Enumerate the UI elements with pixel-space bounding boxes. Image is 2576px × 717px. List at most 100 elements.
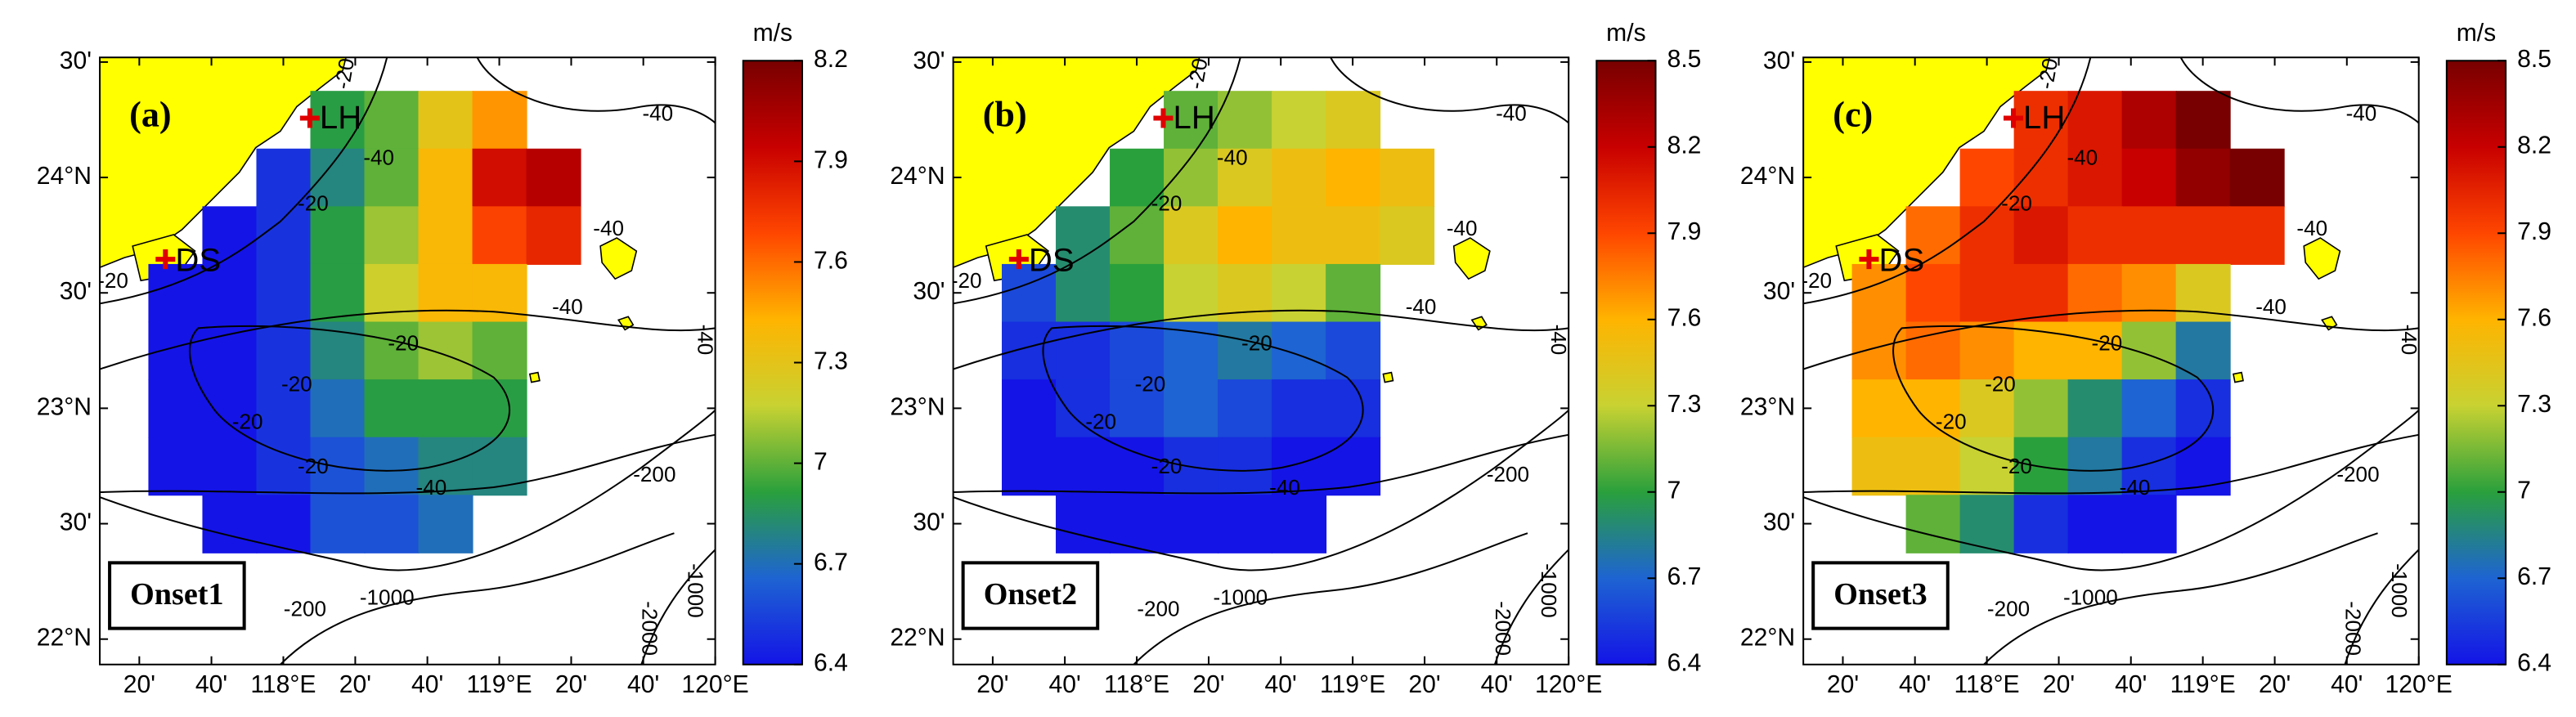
wind-cell: [202, 263, 258, 323]
wind-cell: [1326, 91, 1381, 150]
colorbar-unit: m/s: [2457, 20, 2496, 47]
wind-cell: [2067, 379, 2123, 438]
onset-label: Onset1: [130, 577, 223, 612]
contour-label: -20: [1085, 410, 1116, 434]
y-tick-label: 23°N: [37, 393, 92, 420]
panel-label: (a): [129, 95, 171, 135]
colorbar-tick-label: 7: [2517, 477, 2531, 504]
wind-cell: [1056, 263, 1111, 323]
wind-cell: [364, 91, 420, 150]
place-marker: [299, 108, 320, 128]
colorbar-tick-label: 7: [814, 449, 828, 476]
wind-cell: [2121, 379, 2177, 438]
wind-cell: [148, 437, 204, 496]
wind-cell: [1272, 263, 1327, 323]
x-tick-label: 40': [195, 671, 227, 698]
wind-cell: [1110, 206, 1165, 265]
x-tick-label: 118°E: [250, 671, 316, 698]
colorbar: [2445, 60, 2507, 665]
colorbar-tick-label: 6.4: [814, 650, 848, 677]
contour-label: -40: [363, 146, 394, 170]
colorbar: [1595, 60, 1657, 665]
wind-cell: [2229, 206, 2285, 265]
place-marker: [155, 249, 176, 270]
colorbar-tick-label: 8.5: [1667, 46, 1702, 73]
contour-label: -40: [1546, 325, 1571, 356]
wind-cell: [1110, 437, 1165, 496]
contour-label: -20: [388, 330, 419, 355]
wind-cell: [1959, 437, 2015, 496]
contour-label: -40: [1406, 294, 1437, 319]
contour-label: -1000: [2063, 585, 2118, 609]
wind-cell: [2121, 321, 2177, 381]
colorbar-tick-label: 8.2: [2517, 132, 2551, 159]
wind-cell: [1164, 148, 1219, 208]
wind-cell: [418, 379, 473, 438]
contour-label: -1000: [684, 563, 708, 618]
x-tick-label: 20': [1408, 671, 1440, 698]
colorbar-unit: m/s: [1606, 20, 1645, 47]
colorbar-tick-label: 7.9: [814, 146, 848, 173]
y-tick-label: 22°N: [1740, 625, 1795, 652]
place-label: LH: [1174, 99, 1215, 136]
wind-cell: [2013, 379, 2069, 438]
x-tick-label: 119°E: [1320, 671, 1385, 698]
y-tick-label: 24°N: [37, 163, 92, 190]
wind-cell: [1218, 91, 1273, 150]
onset-box: [1811, 561, 1950, 630]
contour-label: -200: [1487, 462, 1529, 486]
wind-cell: [2121, 263, 2177, 323]
y-tick-label: 30': [60, 47, 92, 74]
wind-cell: [1851, 379, 1907, 438]
place-label: DS: [1878, 242, 1924, 279]
colorbar-tick-label: 8.5: [2517, 46, 2551, 73]
contour-label: -40: [1217, 146, 1248, 170]
wind-cell: [2013, 495, 2069, 553]
wind-cell: [1851, 263, 1907, 323]
x-tick-label: 20': [1192, 671, 1224, 698]
wind-cell: [2013, 148, 2069, 208]
wind-cell: [2013, 206, 2069, 265]
wind-cell: [1056, 206, 1111, 265]
onset-label: Onset2: [984, 577, 1077, 612]
wind-cell: [1218, 321, 1273, 381]
contour-label: -20: [2033, 56, 2062, 91]
wind-cell: [202, 206, 258, 265]
x-tick-label: 118°E: [1954, 671, 2020, 698]
panel-label: (b): [983, 95, 1027, 135]
x-tick-label: 119°E: [466, 671, 532, 698]
wind-cell: [1272, 206, 1327, 265]
contour-label: -20: [1135, 372, 1166, 397]
contour-label: -20: [97, 268, 128, 293]
wind-cell: [2121, 91, 2177, 150]
wind-cell: [1272, 495, 1327, 553]
colorbar-tick-label: 7.6: [814, 247, 848, 274]
contour-label: -200: [1137, 596, 1179, 621]
colorbar-tick-label: 6.7: [814, 549, 848, 576]
wind-cell: [256, 263, 312, 323]
wind-cell: [1326, 379, 1381, 438]
contour-label: -20: [298, 191, 329, 216]
colorbar-tick-label: 7.3: [1667, 391, 1702, 418]
wind-cell: [1380, 206, 1435, 265]
wind-cell: [1164, 495, 1219, 553]
wind-cell: [1905, 321, 1961, 381]
contour-label: -1000: [360, 585, 415, 609]
wind-cell: [1110, 148, 1165, 208]
contour-label: -20: [298, 454, 329, 478]
place-marker: [1859, 249, 1879, 270]
place-marker: [1153, 108, 1174, 128]
wind-cell: [310, 206, 366, 265]
wind-cell: [202, 437, 258, 496]
map-panel: -20 -20 -40 -20 -40 -40 -40 -40 -20 -20 -20 -20 -40 -…: [37, 20, 848, 698]
x-tick-label: 40': [627, 671, 659, 698]
wind-cell: [472, 379, 527, 438]
wind-cell: [1326, 148, 1381, 208]
wind-cell: [418, 437, 473, 496]
map-area: -20 -20 -40 -20 -40 -40 -40 -40 -20 -20 -20 -20 -40 -…: [1803, 56, 2419, 665]
wind-cell: [310, 379, 366, 438]
wind-cell: [310, 495, 366, 553]
contour-label: -20: [232, 410, 263, 434]
wind-cell: [1272, 148, 1327, 208]
